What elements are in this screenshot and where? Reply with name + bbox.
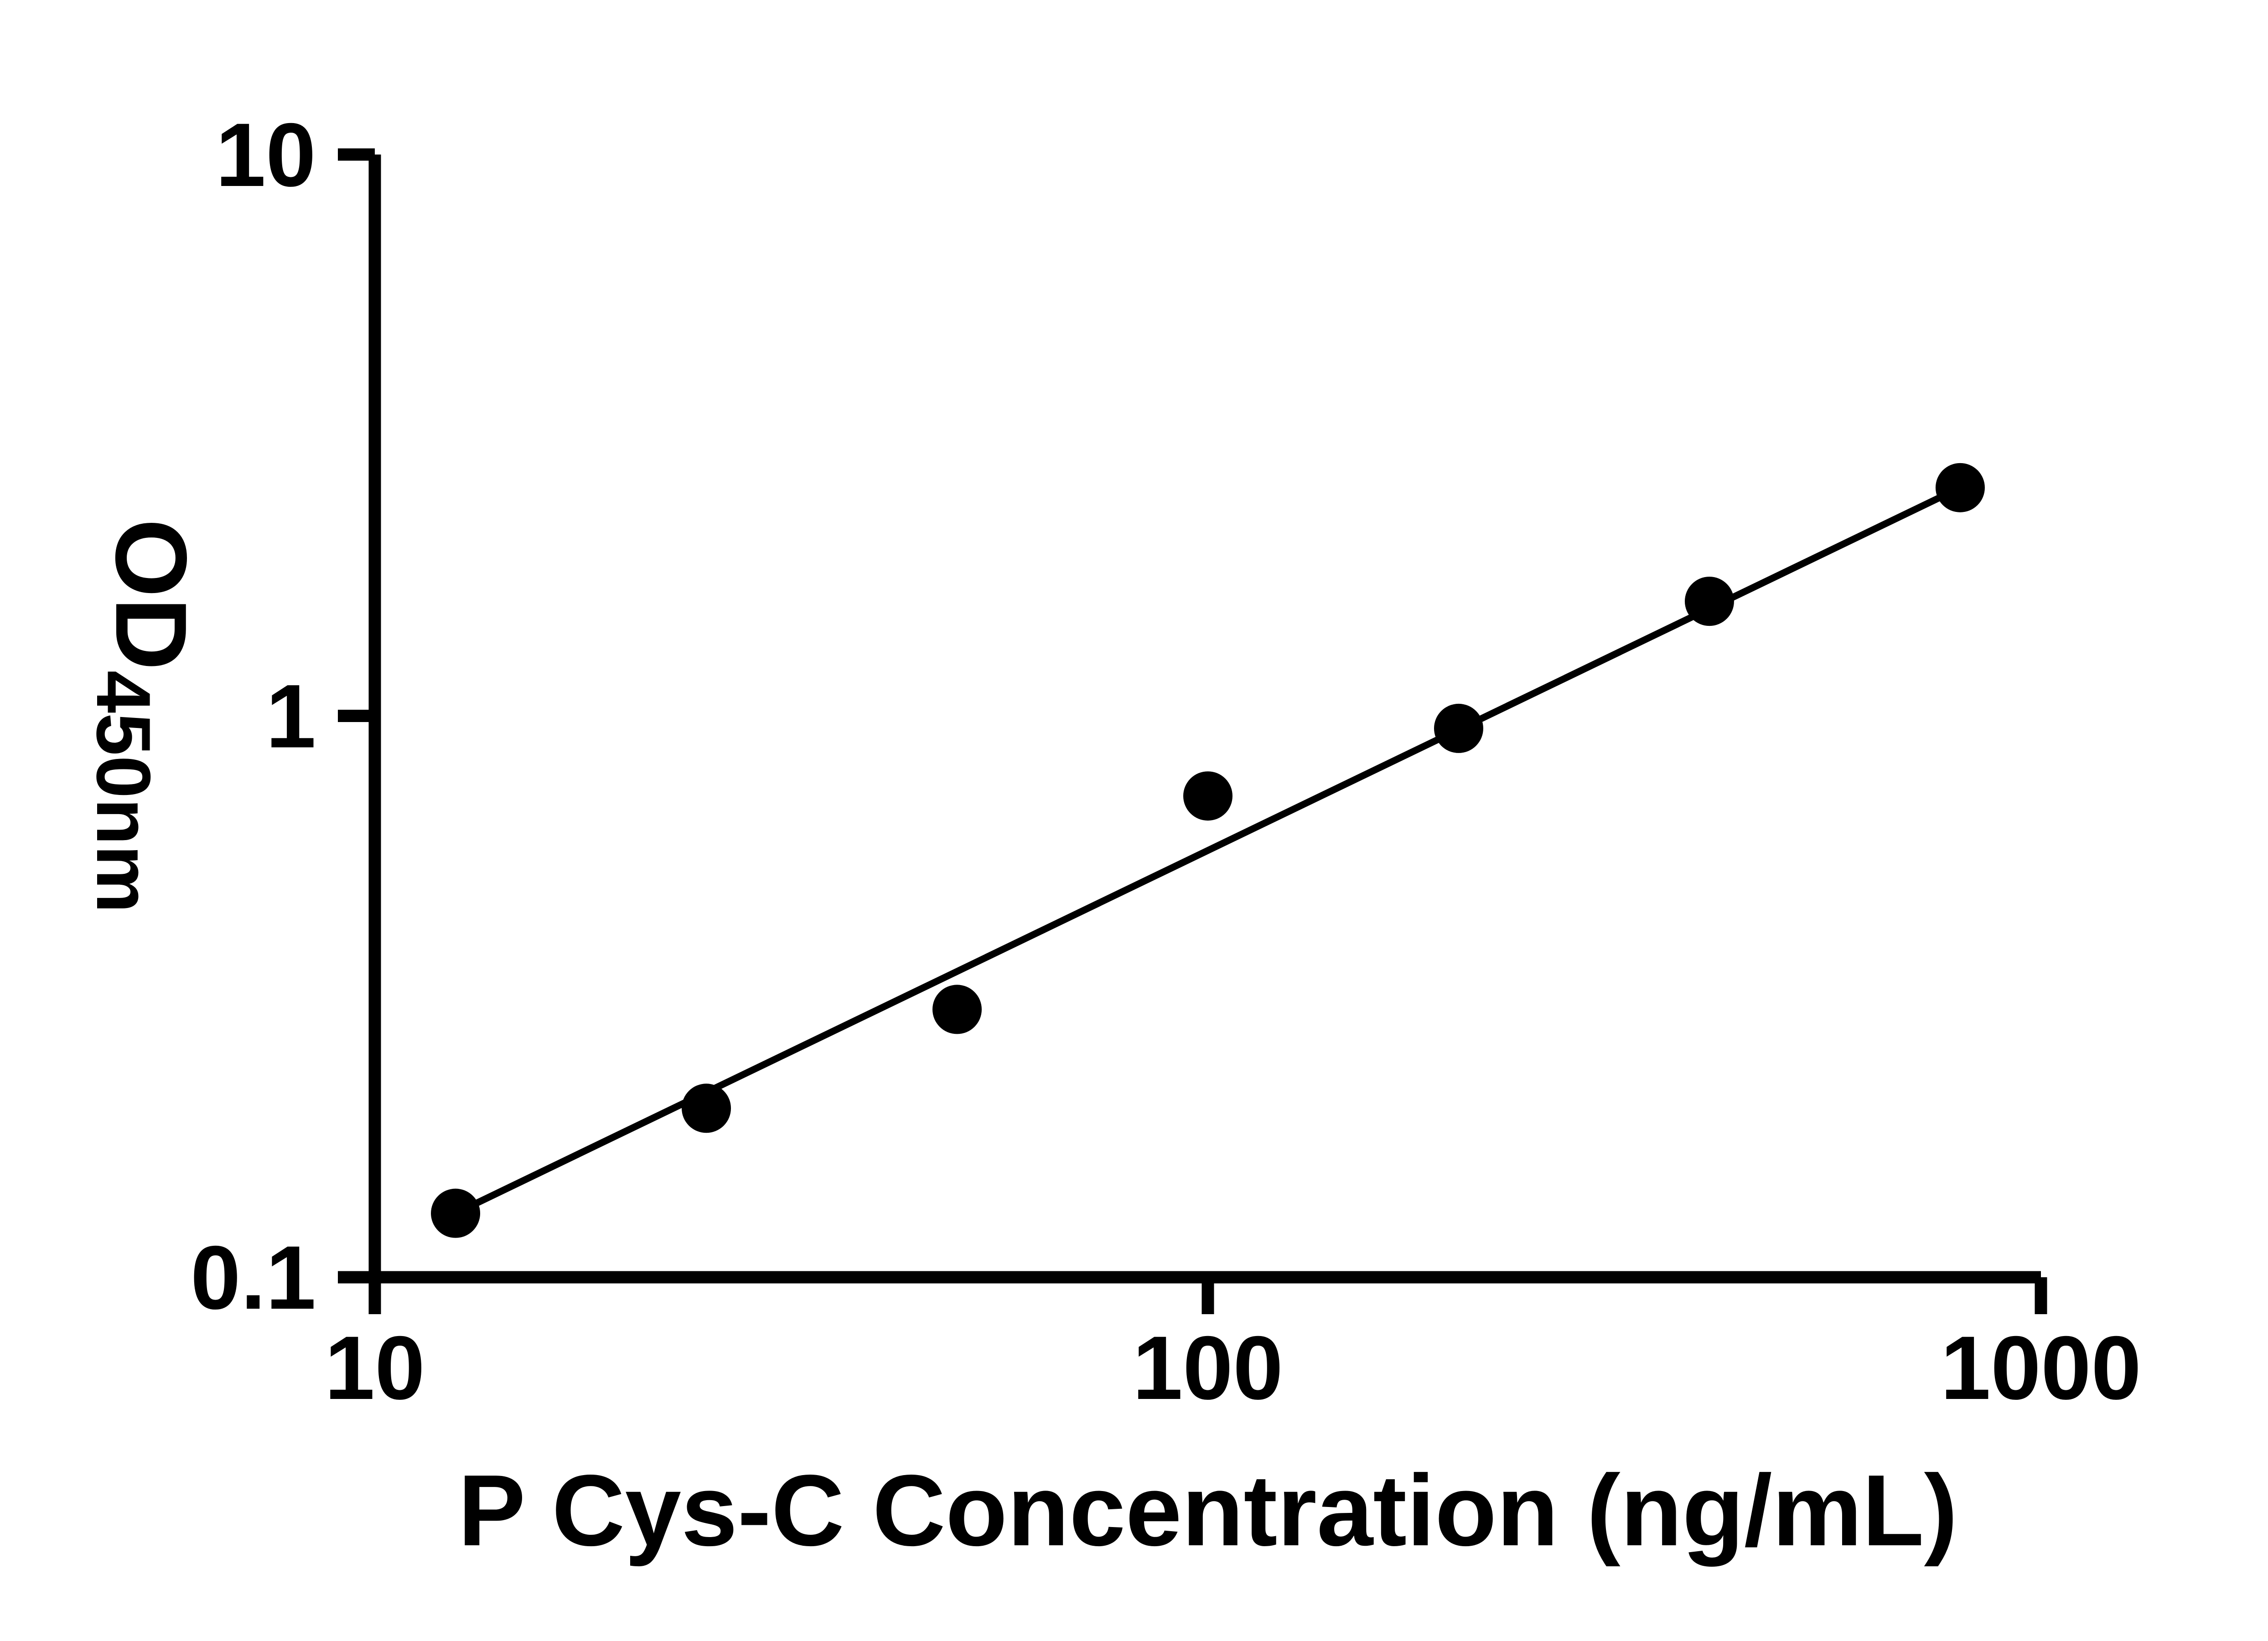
data-point <box>1434 703 1483 753</box>
data-point <box>682 1084 731 1133</box>
y-axis-title: OD450nm <box>81 519 207 913</box>
data-point <box>1935 463 1985 512</box>
y-tick-label: 0.1 <box>191 1227 316 1328</box>
y-tick-label: 10 <box>216 104 316 205</box>
trend-line <box>454 485 1962 1217</box>
x-axis-title: P Cys-C Concentration (ng/mL) <box>458 1454 1957 1567</box>
data-point <box>932 985 982 1034</box>
data-point <box>1183 771 1232 821</box>
data-point <box>431 1188 481 1238</box>
x-tick-label: 100 <box>1133 1317 1283 1418</box>
data-point <box>1684 577 1734 626</box>
x-tick-label: 1000 <box>1941 1317 2141 1418</box>
x-tick-label: 10 <box>325 1317 425 1418</box>
y-tick-label: 1 <box>266 666 316 767</box>
